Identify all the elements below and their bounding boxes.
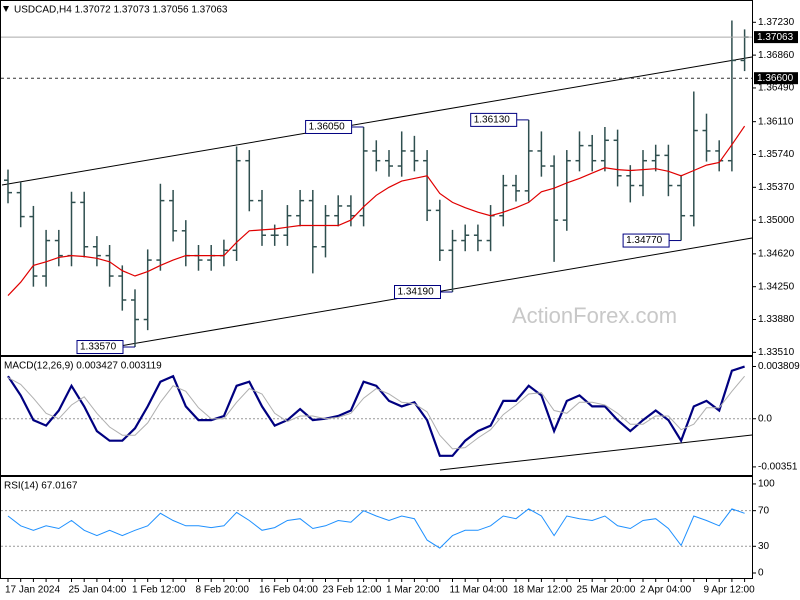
y-tick-label: 1.35740: [758, 149, 795, 160]
x-tick-label: 17 Jan 2024: [5, 585, 60, 596]
annotation-box: [76, 340, 124, 355]
y-tick-label: 1.33510: [758, 347, 795, 358]
y-tick-label: 0.0: [758, 413, 772, 424]
x-tick-label: 18 Mar 12:00: [513, 585, 572, 596]
annotation-box: [394, 285, 441, 300]
x-tick-label: 8 Feb 20:00: [196, 585, 250, 596]
y-tick-label: 1.35000: [758, 215, 795, 226]
x-tick-label: 9 Apr 12:00: [704, 585, 756, 596]
annotation-box: [622, 233, 670, 248]
annotation-label: 1.36050: [309, 122, 346, 133]
watermark: ActionForex.com: [512, 303, 677, 328]
y-tick-label: 30: [758, 541, 770, 552]
macd-line: [7, 375, 745, 450]
annotation-label: 1.36130: [474, 115, 511, 126]
rsi-line: [7, 508, 745, 549]
y-tick-label: -0.00351: [758, 462, 798, 473]
y-tick-label: 1.35370: [758, 182, 795, 193]
title-icon: [3, 6, 9, 12]
hline-label-bg: [754, 72, 798, 85]
macd-trendline: [439, 434, 753, 471]
y-tick-label: 1.34250: [758, 281, 795, 292]
x-tick-label: 25 Mar 20:00: [577, 585, 636, 596]
moving-average: [7, 125, 746, 297]
x-tick-label: 25 Jan 04:00: [69, 585, 127, 596]
y-tick-label: 70: [758, 505, 770, 516]
y-tick-label: 0.003809: [758, 361, 800, 372]
rsi-panel: [0, 476, 753, 579]
last-price-label: 1.37063: [757, 32, 794, 43]
x-tick-label: 1 Mar 20:00: [386, 585, 440, 596]
last-price-bg: [754, 31, 798, 44]
annotation-box: [470, 112, 518, 127]
x-tick-label: 1 Feb 12:00: [132, 585, 186, 596]
x-tick-label: 16 Feb 04:00: [259, 585, 318, 596]
y-tick-label: 1.36860: [758, 50, 795, 61]
x-tick-label: 11 Mar 04:00: [450, 585, 509, 596]
y-tick-label: 1.37230: [758, 17, 795, 28]
chart-title: USDCAD,H4 1.37072 1.37073 1.37056 1.3706…: [14, 5, 228, 16]
y-tick-label: 1.36110: [758, 116, 794, 127]
y-tick-label: 1.36490: [758, 83, 795, 94]
x-tick-label: 23 Feb 12:00: [323, 585, 382, 596]
y-tick-label: 1.34620: [758, 248, 795, 259]
x-tick-label: 2 Apr 04:00: [640, 585, 692, 596]
macd-line: [7, 365, 745, 457]
y-tick-label: 1.33880: [758, 314, 795, 325]
macd-panel: [0, 356, 753, 476]
y-tick-label: 0: [758, 568, 764, 579]
annotation-label: 1.34770: [626, 235, 663, 246]
annotation-label: 1.33570: [80, 342, 117, 353]
macd-title: MACD(12,26,9) 0.003427 0.003119: [4, 361, 162, 372]
annotation-label: 1.34190: [398, 287, 435, 298]
price-panel: [0, 0, 753, 356]
rsi-title: RSI(14) 67.0167: [4, 481, 78, 492]
annotation-box: [305, 119, 353, 134]
hline-label: 1.36600: [757, 73, 794, 84]
y-tick-label: 100: [758, 479, 775, 490]
